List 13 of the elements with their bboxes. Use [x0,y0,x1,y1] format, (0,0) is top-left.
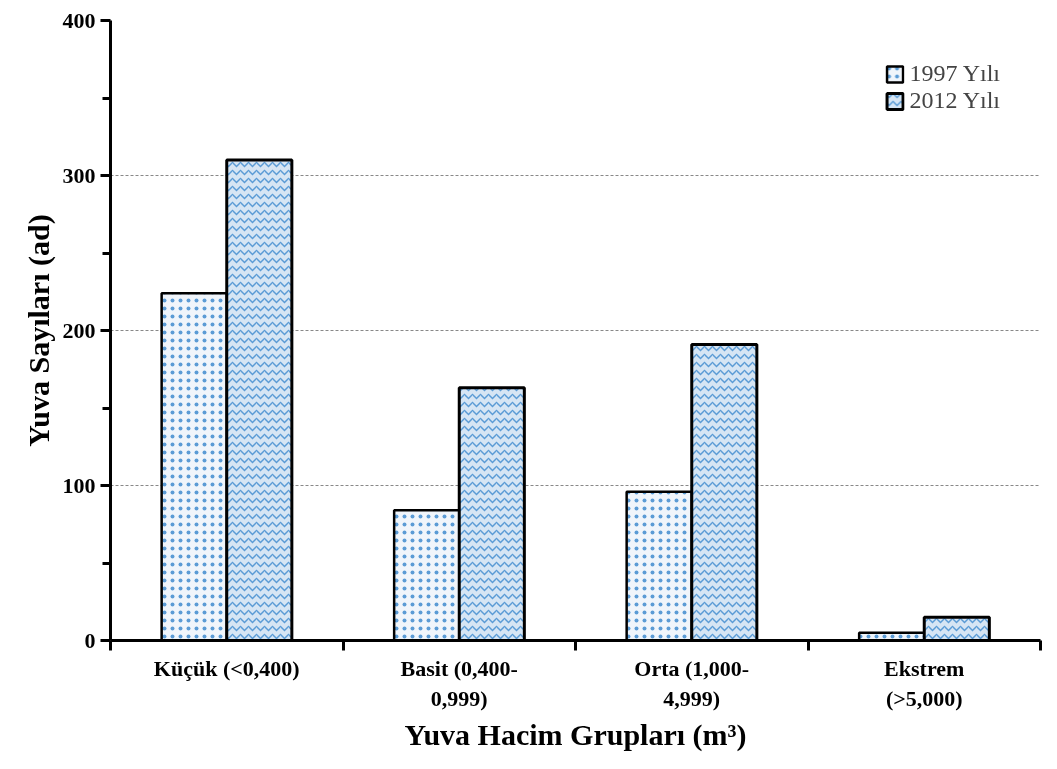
x-axis-title: Yuva Hacim Grupları (m³) [404,717,747,752]
legend-label: 2012 Yılı [909,87,1000,114]
y-tick-label: 200 [62,317,96,343]
y-axis-title: Yuva Sayıları (ad) [21,214,56,447]
y-tick-label: 300 [62,162,96,188]
y-tick-label: 0 [84,627,96,653]
y-tick-label: 100 [62,472,96,498]
y-tick-label: 400 [62,7,96,33]
x-tick-label: Orta (1,000- 4,999) [634,655,750,711]
legend-label: 1997 Yılı [909,60,1000,87]
x-tick-label: Basit (0,400- 0,999) [400,655,518,711]
x-tick-label: Küçük (<0,400) [153,655,300,681]
x-tick-label: Ekstrem (>5,000) [884,655,965,711]
